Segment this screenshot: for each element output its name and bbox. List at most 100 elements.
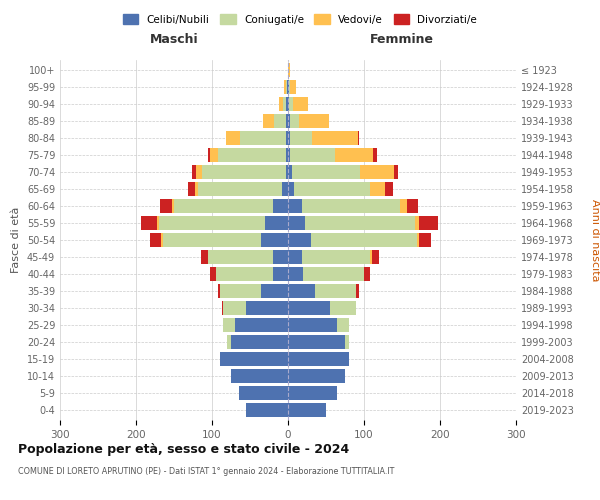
Bar	[286, 80, 287, 94]
Bar	[419, 233, 431, 247]
Bar	[286, 114, 288, 128]
Bar	[273, 199, 288, 213]
Bar	[289, 97, 293, 111]
Bar	[286, 97, 288, 111]
Bar	[208, 148, 211, 162]
Y-axis label: Anni di nascita: Anni di nascita	[590, 198, 600, 281]
Bar	[373, 148, 377, 162]
Bar	[360, 165, 394, 179]
Bar	[288, 97, 289, 111]
Bar	[211, 148, 218, 162]
Bar	[208, 250, 273, 264]
Text: Maschi: Maschi	[149, 34, 199, 46]
Bar	[394, 165, 398, 179]
Bar	[273, 267, 288, 281]
Bar	[290, 80, 296, 94]
Bar	[262, 233, 288, 247]
Bar	[417, 233, 419, 247]
Bar	[222, 301, 223, 315]
Bar	[370, 182, 385, 196]
Bar	[157, 216, 159, 230]
Bar	[188, 182, 194, 196]
Bar	[290, 148, 335, 162]
Bar	[174, 199, 273, 213]
Bar	[337, 318, 349, 332]
Bar	[288, 284, 314, 298]
Bar	[218, 148, 286, 162]
Bar	[192, 165, 196, 179]
Bar	[345, 335, 349, 349]
Bar	[163, 233, 262, 247]
Bar	[199, 182, 282, 196]
Bar	[246, 301, 288, 315]
Bar	[216, 267, 273, 281]
Bar	[239, 386, 288, 400]
Bar	[288, 80, 289, 94]
Bar	[227, 335, 231, 349]
Bar	[287, 80, 288, 94]
Bar	[294, 182, 370, 196]
Bar	[302, 199, 400, 213]
Text: Femmine: Femmine	[370, 34, 434, 46]
Bar	[202, 165, 286, 179]
Bar	[290, 131, 313, 145]
Bar	[283, 97, 286, 111]
Text: COMUNE DI LORETO APRUTINO (PE) - Dati ISTAT 1° gennaio 2024 - Elaborazione TUTTI: COMUNE DI LORETO APRUTINO (PE) - Dati IS…	[18, 468, 394, 476]
Bar	[282, 182, 288, 196]
Bar	[284, 80, 286, 94]
Bar	[288, 335, 345, 349]
Bar	[200, 250, 208, 264]
Bar	[273, 250, 288, 264]
Bar	[400, 199, 407, 213]
Bar	[263, 114, 274, 128]
Bar	[161, 233, 163, 247]
Bar	[196, 165, 202, 179]
Bar	[262, 284, 288, 298]
Bar	[288, 199, 302, 213]
Bar	[335, 148, 373, 162]
Bar	[299, 114, 329, 128]
Bar	[288, 386, 337, 400]
Bar	[385, 182, 393, 196]
Bar	[220, 352, 288, 366]
Bar	[240, 131, 286, 145]
Bar	[279, 97, 283, 111]
Bar	[288, 114, 290, 128]
Bar	[289, 80, 290, 94]
Bar	[288, 216, 305, 230]
Bar	[288, 182, 294, 196]
Bar	[220, 284, 262, 298]
Bar	[288, 318, 337, 332]
Bar	[314, 284, 356, 298]
Bar	[286, 148, 288, 162]
Bar	[288, 131, 290, 145]
Bar	[274, 114, 286, 128]
Bar	[305, 216, 415, 230]
Bar	[356, 284, 359, 298]
Bar	[293, 97, 308, 111]
Bar	[140, 216, 157, 230]
Bar	[231, 335, 288, 349]
Bar	[149, 233, 161, 247]
Bar	[286, 165, 288, 179]
Bar	[330, 301, 356, 315]
Bar	[286, 131, 288, 145]
Y-axis label: Fasce di età: Fasce di età	[11, 207, 21, 273]
Bar	[159, 216, 265, 230]
Bar	[288, 250, 302, 264]
Bar	[407, 199, 418, 213]
Bar	[235, 318, 288, 332]
Bar	[288, 301, 330, 315]
Bar	[358, 131, 359, 145]
Bar	[370, 250, 371, 264]
Bar	[246, 403, 288, 417]
Bar	[160, 199, 172, 213]
Legend: Celibi/Nubili, Coniugati/e, Vedovi/e, Divorziati/e: Celibi/Nubili, Coniugati/e, Vedovi/e, Di…	[119, 10, 481, 29]
Bar	[223, 301, 246, 315]
Bar	[311, 233, 417, 247]
Bar	[210, 267, 216, 281]
Bar	[371, 250, 379, 264]
Bar	[172, 199, 174, 213]
Bar	[288, 267, 303, 281]
Bar	[288, 233, 311, 247]
